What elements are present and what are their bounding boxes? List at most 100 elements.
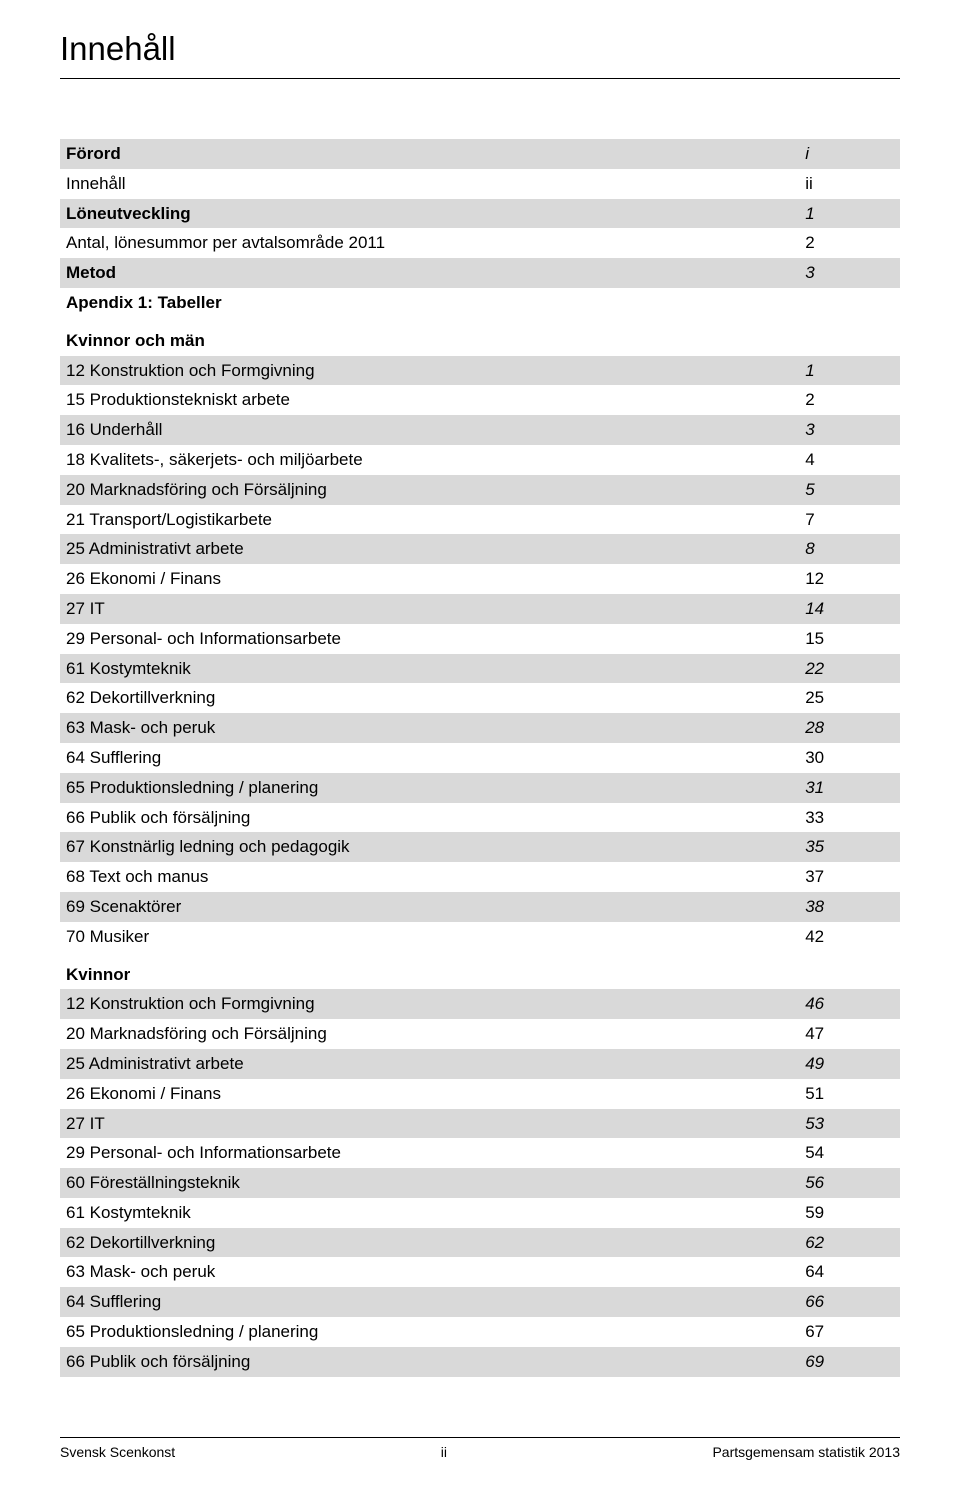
toc-row: 20 Marknadsföring och Försäljning47 bbox=[60, 1019, 900, 1049]
toc-page: 49 bbox=[799, 1049, 900, 1079]
toc-page bbox=[799, 960, 900, 990]
toc-row: 60 Föreställningsteknik56 bbox=[60, 1168, 900, 1198]
toc-page: 59 bbox=[799, 1198, 900, 1228]
footer-left: Svensk Scenkonst bbox=[60, 1444, 175, 1460]
toc-label: 21 Transport/Logistikarbete bbox=[60, 505, 799, 535]
toc-label: 29 Personal- och Informationsarbete bbox=[60, 624, 799, 654]
toc-page: 2 bbox=[799, 385, 900, 415]
toc-row: 69 Scenaktörer38 bbox=[60, 892, 900, 922]
toc-page: 12 bbox=[799, 564, 900, 594]
toc-page: 7 bbox=[799, 505, 900, 535]
toc-label: 63 Mask- och peruk bbox=[60, 1257, 799, 1287]
toc-label: Löneutveckling bbox=[60, 199, 799, 229]
toc-row: 26 Ekonomi / Finans51 bbox=[60, 1079, 900, 1109]
toc-page bbox=[799, 326, 900, 356]
toc-row: 20 Marknadsföring och Försäljning5 bbox=[60, 475, 900, 505]
toc-page: 46 bbox=[799, 989, 900, 1019]
toc-page bbox=[799, 288, 900, 318]
footer: Svensk Scenkonst ii Partsgemensam statis… bbox=[60, 1437, 900, 1460]
toc-spacer bbox=[60, 318, 900, 326]
toc-row: Löneutveckling1 bbox=[60, 199, 900, 229]
toc-row: 65 Produktionsledning / planering31 bbox=[60, 773, 900, 803]
toc-label: Förord bbox=[60, 139, 799, 169]
toc-label: 63 Mask- och peruk bbox=[60, 713, 799, 743]
page-title: Innehåll bbox=[60, 30, 900, 79]
toc-label: 69 Scenaktörer bbox=[60, 892, 799, 922]
toc-page: 25 bbox=[799, 683, 900, 713]
toc-label: 12 Konstruktion och Formgivning bbox=[60, 989, 799, 1019]
toc-page: 54 bbox=[799, 1138, 900, 1168]
toc-page: ii bbox=[799, 169, 900, 199]
toc-label: 61 Kostymteknik bbox=[60, 1198, 799, 1228]
toc-label: 16 Underhåll bbox=[60, 415, 799, 445]
footer-right: Partsgemensam statistik 2013 bbox=[712, 1444, 900, 1460]
toc-spacer bbox=[60, 952, 900, 960]
toc-row: 68 Text och manus37 bbox=[60, 862, 900, 892]
toc-row: 70 Musiker42 bbox=[60, 922, 900, 952]
toc-label: 12 Konstruktion och Formgivning bbox=[60, 356, 799, 386]
toc-page: 3 bbox=[799, 415, 900, 445]
toc-row: 27 IT53 bbox=[60, 1109, 900, 1139]
toc-row: 25 Administrativt arbete8 bbox=[60, 534, 900, 564]
toc-label: 65 Produktionsledning / planering bbox=[60, 773, 799, 803]
toc-table: FörordiInnehålliiLöneutveckling1Antal, l… bbox=[60, 139, 900, 1377]
toc-label: Apendix 1: Tabeller bbox=[60, 288, 799, 318]
toc-row: 63 Mask- och peruk28 bbox=[60, 713, 900, 743]
toc-row: 63 Mask- och peruk64 bbox=[60, 1257, 900, 1287]
toc-row: 62 Dekortillverkning62 bbox=[60, 1228, 900, 1258]
toc-label: 62 Dekortillverkning bbox=[60, 1228, 799, 1258]
toc-row: 64 Sufflering66 bbox=[60, 1287, 900, 1317]
toc-page: 38 bbox=[799, 892, 900, 922]
toc-row: 18 Kvalitets-, säkerjets- och miljöarbet… bbox=[60, 445, 900, 475]
toc-page: 1 bbox=[799, 356, 900, 386]
toc-label: 65 Produktionsledning / planering bbox=[60, 1317, 799, 1347]
toc-page: 3 bbox=[799, 258, 900, 288]
toc-label: 60 Föreställningsteknik bbox=[60, 1168, 799, 1198]
toc-row: Antal, lönesummor per avtalsområde 20112 bbox=[60, 228, 900, 258]
toc-label: 26 Ekonomi / Finans bbox=[60, 1079, 799, 1109]
toc-label: 18 Kvalitets-, säkerjets- och miljöarbet… bbox=[60, 445, 799, 475]
toc-page: 8 bbox=[799, 534, 900, 564]
toc-label: 67 Konstnärlig ledning och pedagogik bbox=[60, 832, 799, 862]
toc-row: 21 Transport/Logistikarbete7 bbox=[60, 505, 900, 535]
toc-page: 42 bbox=[799, 922, 900, 952]
toc-label: 61 Kostymteknik bbox=[60, 654, 799, 684]
toc-row: 67 Konstnärlig ledning och pedagogik35 bbox=[60, 832, 900, 862]
toc-label: 25 Administrativt arbete bbox=[60, 1049, 799, 1079]
toc-page: 51 bbox=[799, 1079, 900, 1109]
toc-label: 27 IT bbox=[60, 1109, 799, 1139]
toc-page: 14 bbox=[799, 594, 900, 624]
toc-label: 66 Publik och försäljning bbox=[60, 1347, 799, 1377]
toc-label: 26 Ekonomi / Finans bbox=[60, 564, 799, 594]
toc-page: 1 bbox=[799, 199, 900, 229]
toc-page: 47 bbox=[799, 1019, 900, 1049]
toc-label: 68 Text och manus bbox=[60, 862, 799, 892]
toc-page: 28 bbox=[799, 713, 900, 743]
toc-page: 33 bbox=[799, 803, 900, 833]
toc-page: 64 bbox=[799, 1257, 900, 1287]
toc-label: 20 Marknadsföring och Försäljning bbox=[60, 1019, 799, 1049]
toc-page: 15 bbox=[799, 624, 900, 654]
toc-label: 66 Publik och försäljning bbox=[60, 803, 799, 833]
toc-label: Kvinnor bbox=[60, 960, 799, 990]
toc-row: 12 Konstruktion och Formgivning46 bbox=[60, 989, 900, 1019]
toc-row: 61 Kostymteknik22 bbox=[60, 654, 900, 684]
toc-label: 20 Marknadsföring och Försäljning bbox=[60, 475, 799, 505]
toc-row: 27 IT14 bbox=[60, 594, 900, 624]
toc-row: 29 Personal- och Informationsarbete54 bbox=[60, 1138, 900, 1168]
toc-page: 66 bbox=[799, 1287, 900, 1317]
toc-label: 25 Administrativt arbete bbox=[60, 534, 799, 564]
toc-row: 66 Publik och försäljning33 bbox=[60, 803, 900, 833]
toc-page: 56 bbox=[799, 1168, 900, 1198]
toc-label: Antal, lönesummor per avtalsområde 2011 bbox=[60, 228, 799, 258]
toc-row: Innehållii bbox=[60, 169, 900, 199]
footer-center: ii bbox=[441, 1444, 447, 1460]
toc-row: 62 Dekortillverkning25 bbox=[60, 683, 900, 713]
toc-page: 69 bbox=[799, 1347, 900, 1377]
toc-row: 26 Ekonomi / Finans12 bbox=[60, 564, 900, 594]
toc-row: 65 Produktionsledning / planering67 bbox=[60, 1317, 900, 1347]
toc-page: 4 bbox=[799, 445, 900, 475]
toc-row: 12 Konstruktion och Formgivning1 bbox=[60, 356, 900, 386]
toc-label: Kvinnor och män bbox=[60, 326, 799, 356]
toc-row: Förordi bbox=[60, 139, 900, 169]
